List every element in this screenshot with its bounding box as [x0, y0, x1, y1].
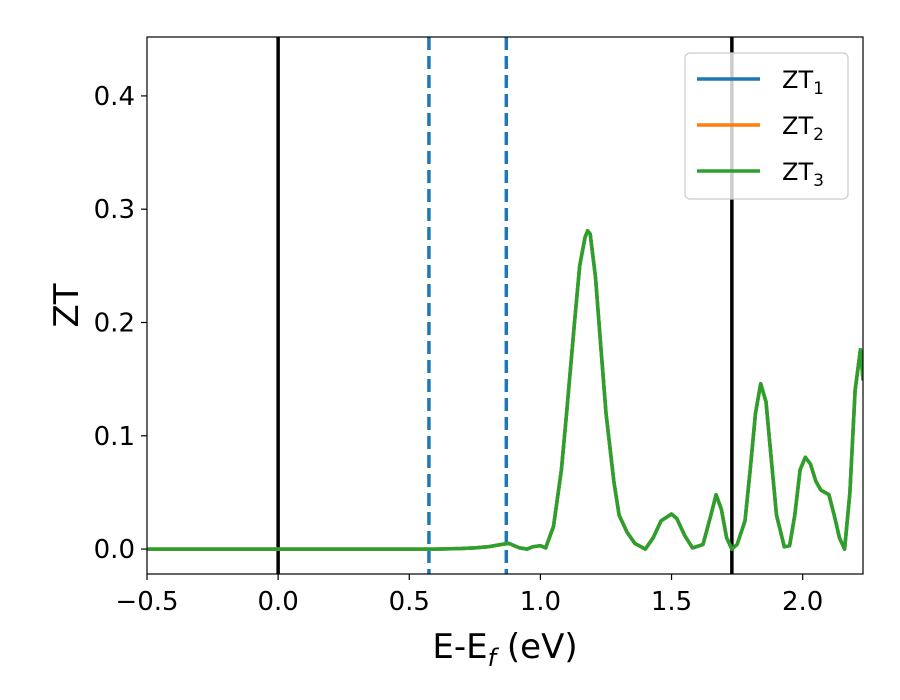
legend-box — [684, 52, 849, 200]
x-tick-label: 1.0 — [520, 587, 561, 617]
plot-frame — [146, 36, 864, 575]
x-tick-label: 0.5 — [389, 587, 430, 617]
x-axis-label-unit: (eV) — [496, 627, 578, 667]
legend-label-zt3: ZT3 — [782, 158, 824, 191]
y-tick-label: 0.4 — [94, 82, 135, 112]
legend: ZT1 ZT2 ZT3 — [684, 52, 849, 200]
y-axis-label: ZT — [47, 283, 87, 327]
x-tick-label: 2.0 — [782, 587, 823, 617]
y-tick-label: 0.0 — [94, 535, 135, 565]
x-tick-label: 1.5 — [651, 587, 692, 617]
axis-ticks: −0.5 0.0 0.5 1.0 1.5 2.0 0.0 0.1 0.2 0.3 0.4 — [94, 82, 824, 617]
y-tick-label: 0.1 — [94, 422, 135, 452]
y-tick-label: 0.3 — [94, 195, 135, 225]
series-line-zt3 — [147, 228, 863, 551]
x-tick-label: −0.5 — [115, 587, 178, 617]
legend-label-zt2: ZT2 — [782, 112, 824, 145]
y-tick-label: 0.2 — [94, 308, 135, 338]
x-tick-label: 0.0 — [257, 587, 298, 617]
x-axis-label: E-Ef (eV) — [432, 627, 577, 672]
legend-label-zt1: ZT1 — [782, 66, 824, 99]
x-axis-label-main: E-E — [432, 627, 487, 667]
